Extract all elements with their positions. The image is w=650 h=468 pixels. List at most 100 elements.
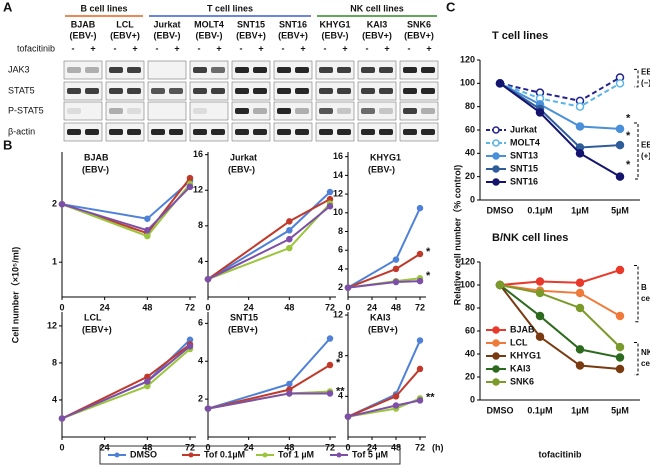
legend-box [99,445,401,465]
blot-frame [399,81,439,101]
blot-frame [357,81,397,101]
data-point [575,102,585,111]
blot-frame [273,122,313,142]
panel-label: C [446,0,456,14]
legend-label: SNT16 [510,176,538,186]
x-tick-label: 0 [205,442,210,452]
x-tick-label: 24 [367,302,377,312]
y-tick-label: 8 [338,226,343,236]
annotation: * [626,113,631,125]
panel-label: A [3,0,13,14]
blot-band [67,129,81,135]
data-point [615,364,625,374]
treatment-mark: - [156,43,159,53]
treatment-mark: + [300,43,305,53]
series-line [207,392,330,410]
cell-line-name: MOLT4 [194,19,224,29]
y-tick-label: 8 [52,357,57,367]
x-tick-label: 0 [205,302,210,312]
y-tick-label: 8 [338,350,343,360]
y-tick-label: 12 [333,309,343,319]
blot-band [85,88,99,94]
legend-label: KHYG1 [510,350,541,360]
y-tick-label: 14 [333,170,343,180]
cell-line-ebv: (EBV-) [196,30,223,40]
bracket [634,122,639,180]
data-point [286,227,293,234]
blot-band [295,108,309,114]
data-point [575,149,585,158]
data-point [495,280,505,290]
blot-band [421,129,435,135]
series-line [61,180,191,220]
y-tick-label: 0 [470,394,475,404]
blot-band [193,67,207,73]
x-tick-label: 72 [325,302,335,312]
legend-marker [492,126,500,134]
legend-label: LCL [510,337,528,347]
treatment-mark: - [240,43,243,53]
blot-frame [189,81,229,101]
data-point [535,332,545,341]
treatment-mark: + [132,43,137,53]
chart-subtitle: (EBV-) [228,164,255,174]
chart-title: T cell lines [492,30,548,42]
series-line [347,340,421,418]
blot-frame [231,60,271,80]
blot-band [109,108,123,114]
chart-subtitle: (EBV-) [368,164,395,174]
treatment-mark: - [324,43,327,53]
data-point [615,172,625,181]
blot-band [253,67,267,73]
data-point [535,108,545,117]
bracket-label: NK [641,348,650,357]
legend-marker [336,452,342,458]
data-point [615,124,625,134]
data-point [144,227,151,234]
data-point [326,390,334,397]
group-label: NK cell lines [350,3,404,13]
blot-band [127,129,141,135]
y-tick-label: 6 [198,318,203,328]
blot-frame [147,60,187,80]
treatment-mark: + [384,43,389,53]
chart-title: KAI3 [370,312,391,322]
legend-label: DMSO [130,449,157,459]
treatment-label: tofacitinib [17,43,55,53]
x-tick-label: 48 [284,442,294,452]
y-tick-label: 6 [338,245,343,255]
blot-band [403,108,417,114]
x-tick-label: 72 [185,302,195,312]
blot-band [319,88,333,94]
cell-line-ebv: (EBV+) [110,30,140,40]
y-tick-label: 4 [338,263,343,273]
y-axis-label: Relative cell number（% control) [452,165,462,306]
legend-label: Tof 5 µM [352,449,388,459]
y-tick-label: 12 [47,320,57,330]
y-tick-label: 2 [52,199,57,209]
y-tick-label: 120 [460,256,475,266]
x-tick-label: 0 [345,442,350,452]
series-line [499,82,621,149]
legend-marker [492,152,500,160]
y-tick-label: 40 [465,348,475,358]
chart-subtitle: (EBV-) [82,164,109,174]
y-tick-label: 60 [465,325,475,335]
blot-frame [357,60,397,80]
blot-band [403,67,417,73]
data-point [286,244,293,252]
data-point [575,288,585,298]
blot-band [319,67,333,73]
data-point [344,284,352,291]
blot-band [337,88,351,94]
x-tick-label: 24 [100,302,110,312]
y-tick-label: 60 [465,124,475,134]
y-tick-label: 1 [52,257,57,267]
cell-line-ebv: (EBV+) [362,30,392,40]
group-label: T cell lines [207,3,253,13]
x-tick-label: 24 [244,302,254,312]
bracket [634,264,639,323]
blot-frame [315,81,355,101]
blot-frame [273,60,313,80]
blot-band [211,129,225,135]
